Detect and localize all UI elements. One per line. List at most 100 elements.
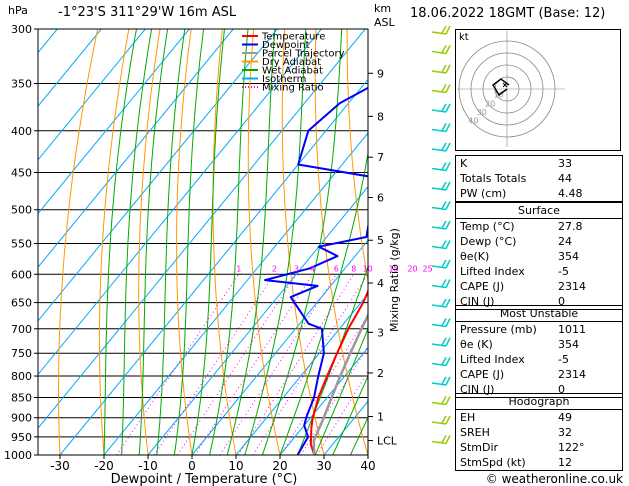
temperature-tick-label: -20 <box>94 459 114 473</box>
wind-barb-icon <box>431 240 451 250</box>
wind-barb-icon <box>431 45 451 55</box>
index-label: K <box>460 157 468 170</box>
hodograph-table: Hodograph EH 49 SREH 32 StmDir 122° StmSpd (kt… <box>455 393 623 471</box>
pressure-tick-label: 650 <box>11 297 32 310</box>
dry-adiabat <box>98 29 130 455</box>
mixing-ratio-label: 6 <box>334 264 339 273</box>
most-unstable-value: 354 <box>558 338 579 351</box>
hodograph-unit: kt <box>459 32 469 43</box>
dry-adiabat <box>176 29 193 455</box>
temperature-tick-label: 0 <box>188 459 196 473</box>
isotherm-line <box>38 29 190 215</box>
pressure-tick-label: 850 <box>11 391 32 404</box>
hodograph-label: SREH <box>460 426 490 439</box>
mixing-ratio-label: 25 <box>423 264 433 273</box>
plot-frame <box>37 28 369 456</box>
most-unstable-value: 0 <box>558 383 565 396</box>
hodograph-trace <box>492 78 510 97</box>
index-value: 4.48 <box>558 187 583 200</box>
surface-row: Lifted Index -5 <box>456 264 622 279</box>
index-row: Totals Totals 44 <box>456 171 622 186</box>
wind-barb-icon <box>431 64 451 74</box>
surface-label: Temp (°C) <box>460 220 515 233</box>
wet-adiabat <box>244 29 307 455</box>
surface-label: CAPE (J) <box>460 280 505 293</box>
isotherm-line <box>38 29 278 322</box>
km-unit-label: km <box>374 2 392 15</box>
surface-row: CAPE (J) 2314 <box>456 279 622 294</box>
isotherm-line <box>59 78 368 455</box>
x-axis-title: Dewpoint / Temperature (°C) <box>111 472 298 486</box>
legend-label: Mixing Ratio <box>262 83 324 94</box>
legend-label: Temperature <box>261 32 325 43</box>
hodograph-row: StmSpd (kt) 12 <box>456 455 622 470</box>
index-value: 44 <box>558 172 572 185</box>
hodograph-ring-label: 40 <box>468 117 478 126</box>
km-tick-label: 9 <box>377 67 384 80</box>
pressure-tick-label: 350 <box>11 78 32 91</box>
wind-barb-icon <box>431 162 451 172</box>
isotherm-line <box>38 29 102 108</box>
parcel-trajectory-line <box>312 312 368 455</box>
legend-label: Dry Adiabat <box>262 57 321 68</box>
isotherm-line <box>38 29 366 429</box>
asl-unit-label: ASL <box>374 16 395 29</box>
surface-value: 354 <box>558 250 579 263</box>
dry-adiabat <box>247 29 281 455</box>
wet-adiabat <box>173 29 205 455</box>
wind-barb-icon <box>431 25 451 35</box>
surface-value: 27.8 <box>558 220 583 233</box>
most-unstable-row: θe (K) 354 <box>456 337 622 352</box>
isotherm-line <box>147 185 368 455</box>
wet-adiabat <box>261 29 343 455</box>
wind-barb-icon <box>431 220 451 230</box>
surface-row: CIN (J) 0 <box>456 294 622 309</box>
station-info: -1°23'S 311°29'W 16m ASL <box>58 5 237 20</box>
km-tick-label: 6 <box>377 192 384 205</box>
wet-adiabat <box>332 375 368 455</box>
hodograph-row: StmDir 122° <box>456 440 622 455</box>
wet-adiabat <box>209 29 249 455</box>
mixing-ratio-axis-title: Mixing Ratio (g/kg) <box>388 228 401 332</box>
wind-barb-icon <box>431 103 451 113</box>
legend-label: Isotherm <box>262 74 306 85</box>
km-tick-label: 4 <box>377 277 384 290</box>
index-row: K 33 <box>456 156 622 171</box>
wind-barb-icon <box>431 181 451 191</box>
mixing-ratio-label: 2 <box>272 264 277 273</box>
pressure-tick-label: 500 <box>11 204 32 217</box>
hodograph-ring-label: 30 <box>477 108 487 117</box>
km-tick-label: LCL <box>377 435 398 448</box>
mixing-ratio-label: 4 <box>310 264 315 273</box>
pressure-tick-label: 450 <box>11 166 32 179</box>
pressure-tick-label: 750 <box>11 347 32 360</box>
legend-label: Wet Adiabat <box>262 66 323 77</box>
isotherm-line <box>38 29 234 268</box>
most-unstable-label: Pressure (mb) <box>460 323 537 336</box>
legend-label: Dewpoint <box>262 40 310 51</box>
index-label: Totals Totals <box>460 172 527 185</box>
km-tick-label: 5 <box>377 234 384 247</box>
hodograph-value: 32 <box>558 426 572 439</box>
surface-row: Temp (°C) 27.8 <box>456 219 622 234</box>
most-unstable-row: CAPE (J) 2314 <box>456 367 622 382</box>
index-value: 33 <box>558 157 572 170</box>
hodograph-label: StmSpd (kt) <box>460 456 526 469</box>
index-label: PW (cm) <box>460 187 507 200</box>
most-unstable-value: -5 <box>558 353 569 366</box>
dry-adiabat <box>314 29 368 455</box>
most-unstable-label: CAPE (J) <box>460 368 505 381</box>
surface-value: 2314 <box>558 280 586 293</box>
most-unstable-row: Lifted Index -5 <box>456 352 622 367</box>
most-unstable-label: CIN (J) <box>460 383 495 396</box>
surface-label: CIN (J) <box>460 295 495 308</box>
mixing-ratio-label: 8 <box>351 264 356 273</box>
isotherm-line <box>38 29 146 161</box>
hpa-unit-label: hPa <box>8 4 28 17</box>
surface-table: Surface Temp (°C) 27.8 Dewp (°C) 24 θe(K) 354… <box>455 202 623 310</box>
wind-barb-icon <box>431 376 451 386</box>
hodograph-ring-label: 20 <box>485 99 495 108</box>
mixing-ratio-label: 20 <box>407 264 417 273</box>
most-unstable-value: 2314 <box>558 368 586 381</box>
